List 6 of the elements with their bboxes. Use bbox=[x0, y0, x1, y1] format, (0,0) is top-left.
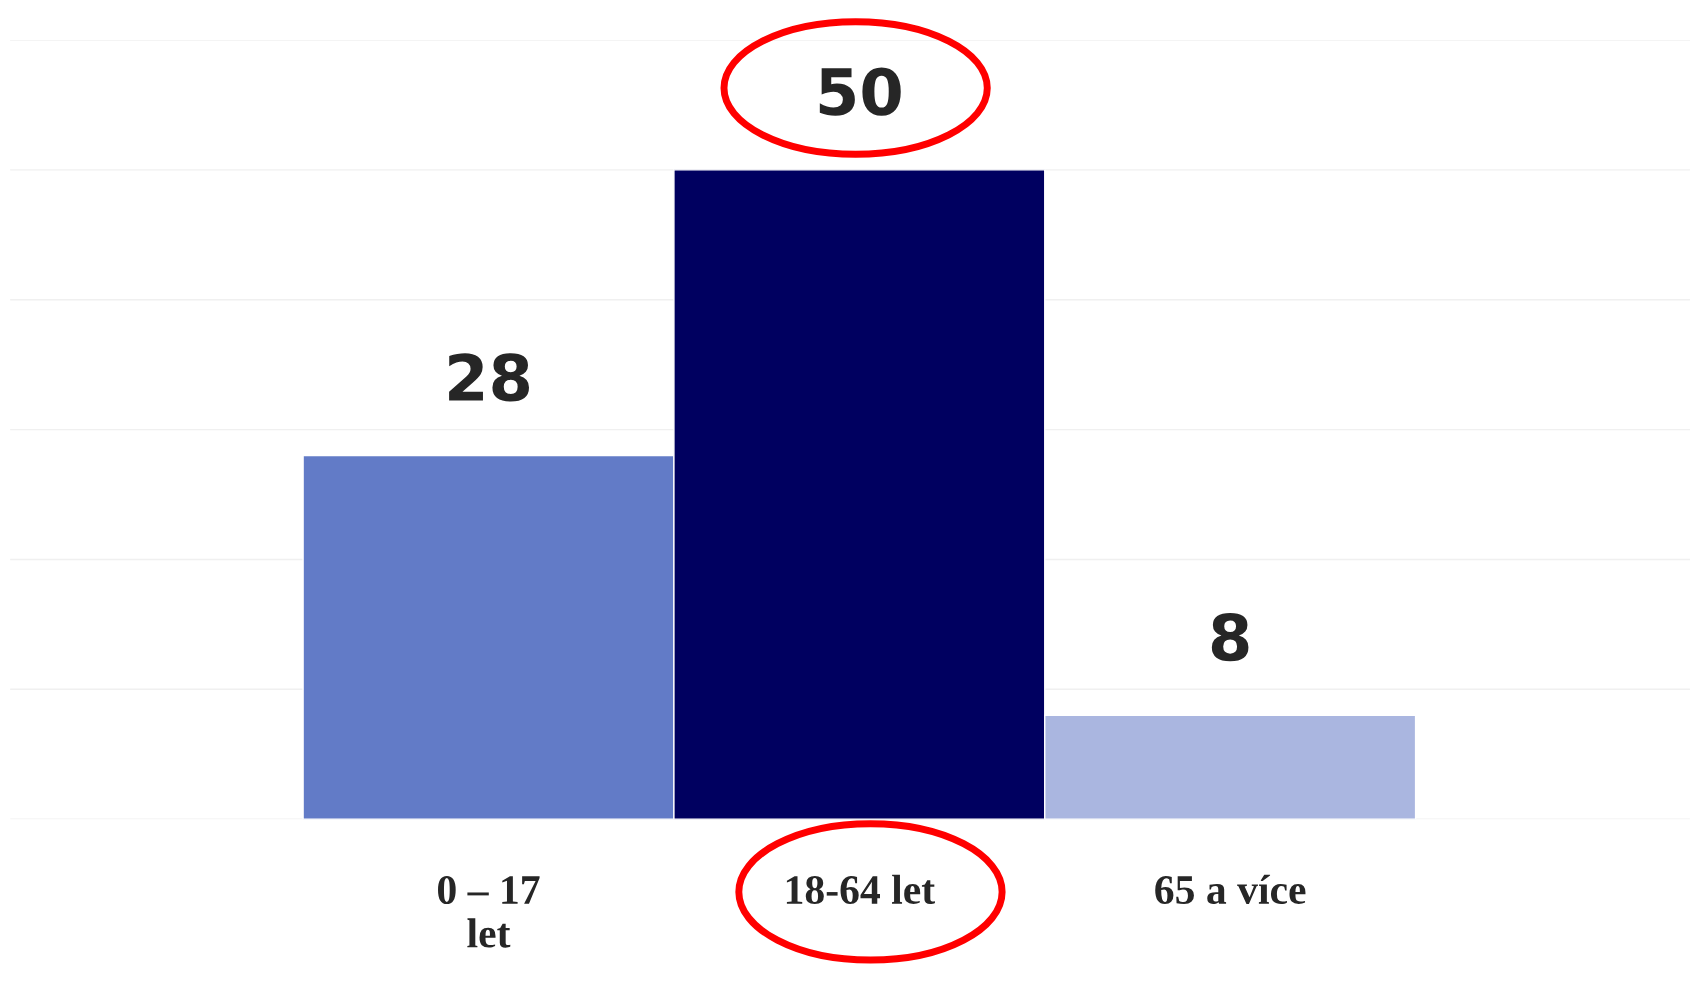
data-label: 28 bbox=[449, 353, 529, 402]
x-tick-label: 18-64 let bbox=[786, 874, 935, 905]
data-label: 50 bbox=[819, 67, 901, 116]
x-tick-label: 0 – 17 let bbox=[438, 875, 540, 948]
x-tick-label: 65 a více bbox=[1155, 874, 1306, 905]
data-label: 8 bbox=[1211, 612, 1249, 662]
